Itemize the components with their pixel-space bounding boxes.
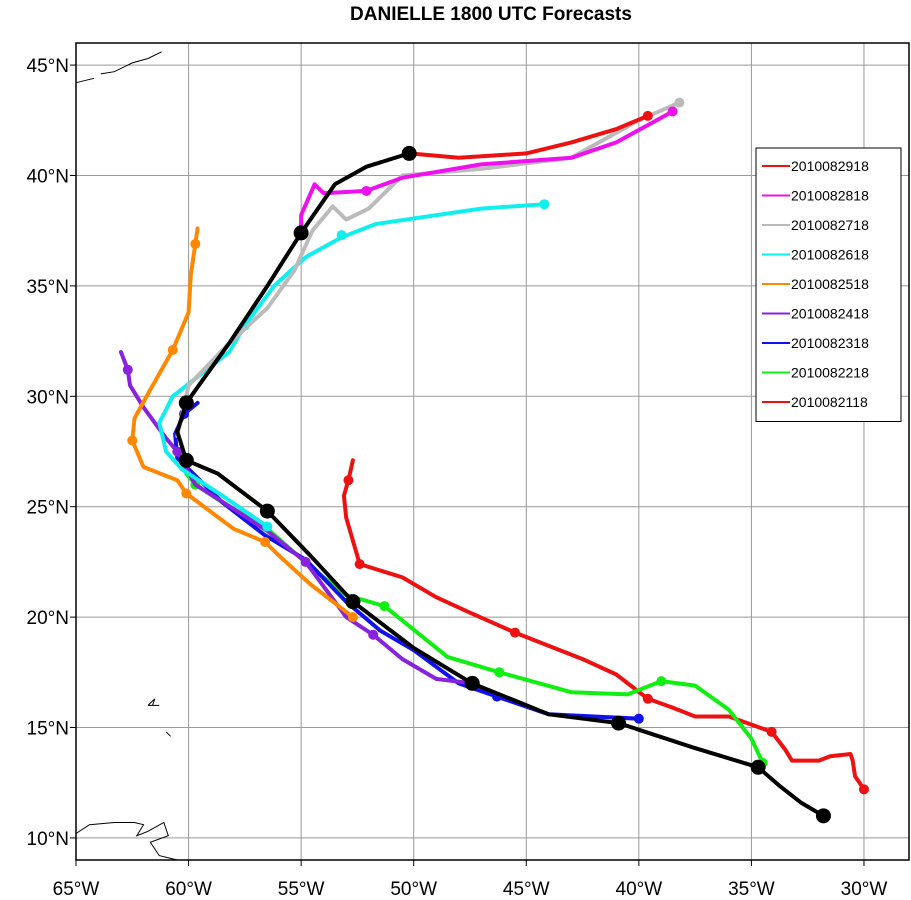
track-line-2010082118 bbox=[341, 458, 866, 792]
legend-label-2010082518: 2010082518 bbox=[791, 276, 869, 292]
coastline-4 bbox=[165, 731, 171, 737]
best-track-line bbox=[175, 151, 826, 818]
track-2010082118 bbox=[341, 458, 869, 795]
track-2010082518 bbox=[127, 226, 358, 623]
best-track-point-9 bbox=[401, 145, 417, 161]
x-tick-label-7: 30°W bbox=[841, 879, 888, 900]
track-point-2010082218-3 bbox=[379, 601, 390, 612]
y-tick-label-4: 30°N bbox=[27, 387, 69, 408]
track-point-2010082518-3 bbox=[127, 435, 138, 446]
track-2010082418 bbox=[119, 350, 475, 686]
track-point-2010082118-3 bbox=[510, 627, 521, 638]
best-track-point-0 bbox=[815, 808, 831, 824]
y-tick-label-6: 40°N bbox=[27, 166, 69, 187]
track-point-2010082818-1 bbox=[361, 185, 372, 196]
y-tick-label-1: 15°N bbox=[27, 719, 69, 740]
y-tick-label-5: 35°N bbox=[27, 277, 69, 298]
y-axis-ticks: 10°N 15°N 20°N 25°N 30°N 35°N 40°N 45°N bbox=[27, 56, 76, 850]
legend-label-2010082818: 2010082818 bbox=[791, 188, 869, 204]
track-point-2010082118-5 bbox=[343, 475, 354, 486]
chart-title: DANIELLE 1800 UTC Forecasts bbox=[350, 4, 632, 25]
track-point-2010082518-2 bbox=[181, 488, 192, 499]
track-2010082318 bbox=[173, 400, 644, 724]
track-point-2010082518-5 bbox=[190, 238, 201, 249]
best-track-point-2 bbox=[611, 715, 627, 731]
coastline-0 bbox=[100, 51, 162, 75]
x-tick-label-1: 60°W bbox=[165, 879, 212, 900]
track-point-2010082518-1 bbox=[260, 537, 271, 548]
legend: 2010082918 2010082818 2010082718 2010082618… bbox=[755, 147, 902, 422]
track-line-2010082518 bbox=[130, 226, 355, 620]
y-tick-label-2: 20°N bbox=[27, 608, 69, 629]
track-point-2010082918-1 bbox=[642, 110, 653, 121]
track-line-2010082418 bbox=[119, 350, 475, 686]
track-point-2010082318-0 bbox=[633, 713, 644, 724]
x-tick-label-0: 65°W bbox=[53, 879, 100, 900]
x-tick-label-2: 55°W bbox=[278, 879, 325, 900]
best-track-point-5 bbox=[259, 503, 275, 519]
track-point-2010082418-0 bbox=[368, 629, 379, 640]
track-point-2010082518-4 bbox=[167, 344, 178, 355]
track-2010082718 bbox=[175, 97, 685, 438]
x-axis-ticks: 65°W 60°W 55°W 50°W 45°W 40°W 35°W 30°W bbox=[53, 860, 888, 900]
coastline-1 bbox=[75, 77, 95, 84]
x-tick-label-4: 45°W bbox=[503, 879, 550, 900]
y-tick-label-7: 45°N bbox=[27, 56, 69, 77]
track-point-2010082418-1 bbox=[300, 556, 311, 567]
coastline-3 bbox=[147, 698, 160, 706]
coastlines bbox=[75, 51, 178, 861]
legend-label-2010082218: 2010082218 bbox=[791, 365, 869, 381]
x-tick-label-3: 50°W bbox=[390, 879, 437, 900]
best-track-point-6 bbox=[178, 452, 194, 468]
best-track bbox=[175, 145, 831, 824]
track-point-2010082718-1 bbox=[674, 97, 685, 108]
x-tick-label-6: 35°W bbox=[728, 879, 775, 900]
track-line-2010082618 bbox=[157, 202, 547, 529]
best-track-point-3 bbox=[464, 675, 480, 691]
best-track-point-4 bbox=[345, 594, 361, 610]
track-line-2010082718 bbox=[175, 100, 682, 438]
track-line-2010082318 bbox=[173, 400, 641, 721]
track-point-2010082418-3 bbox=[122, 364, 133, 375]
legend-label-2010082318: 2010082318 bbox=[791, 335, 869, 351]
track-point-2010082118-2 bbox=[642, 693, 653, 704]
coastline-2 bbox=[75, 821, 178, 861]
legend-label-2010082918: 2010082918 bbox=[791, 158, 869, 174]
track-point-2010082618-3 bbox=[539, 199, 550, 210]
y-tick-label-0: 10°N bbox=[27, 829, 69, 850]
best-track-point-8 bbox=[293, 225, 309, 241]
legend-label-2010082418: 2010082418 bbox=[791, 306, 869, 322]
track-line-2010082918 bbox=[407, 113, 650, 160]
track-point-2010082518-0 bbox=[347, 612, 358, 623]
track-point-2010082618-2 bbox=[336, 230, 347, 241]
y-tick-label-3: 25°N bbox=[27, 498, 69, 519]
track-point-2010082218-1 bbox=[656, 676, 667, 687]
track-point-2010082818-2 bbox=[667, 106, 678, 117]
track-point-2010082218-2 bbox=[494, 667, 505, 678]
legend-label-2010082718: 2010082718 bbox=[791, 217, 869, 233]
track-point-2010082618-0 bbox=[262, 521, 273, 532]
track-point-2010082118-1 bbox=[766, 726, 777, 737]
track-2010082618 bbox=[157, 199, 550, 532]
legend-label-2010082118: 2010082118 bbox=[791, 394, 868, 410]
plot-frame bbox=[75, 42, 910, 861]
track-line-2010082818 bbox=[299, 109, 675, 235]
legend-label-2010082618: 2010082618 bbox=[791, 247, 869, 263]
best-track-point-7 bbox=[178, 395, 194, 411]
track-point-2010082118-4 bbox=[354, 559, 365, 570]
track-point-2010082118-0 bbox=[858, 784, 869, 795]
best-track-point-1 bbox=[750, 759, 766, 775]
x-tick-label-5: 40°W bbox=[616, 879, 663, 900]
track-point-2010082418-2 bbox=[172, 446, 183, 457]
